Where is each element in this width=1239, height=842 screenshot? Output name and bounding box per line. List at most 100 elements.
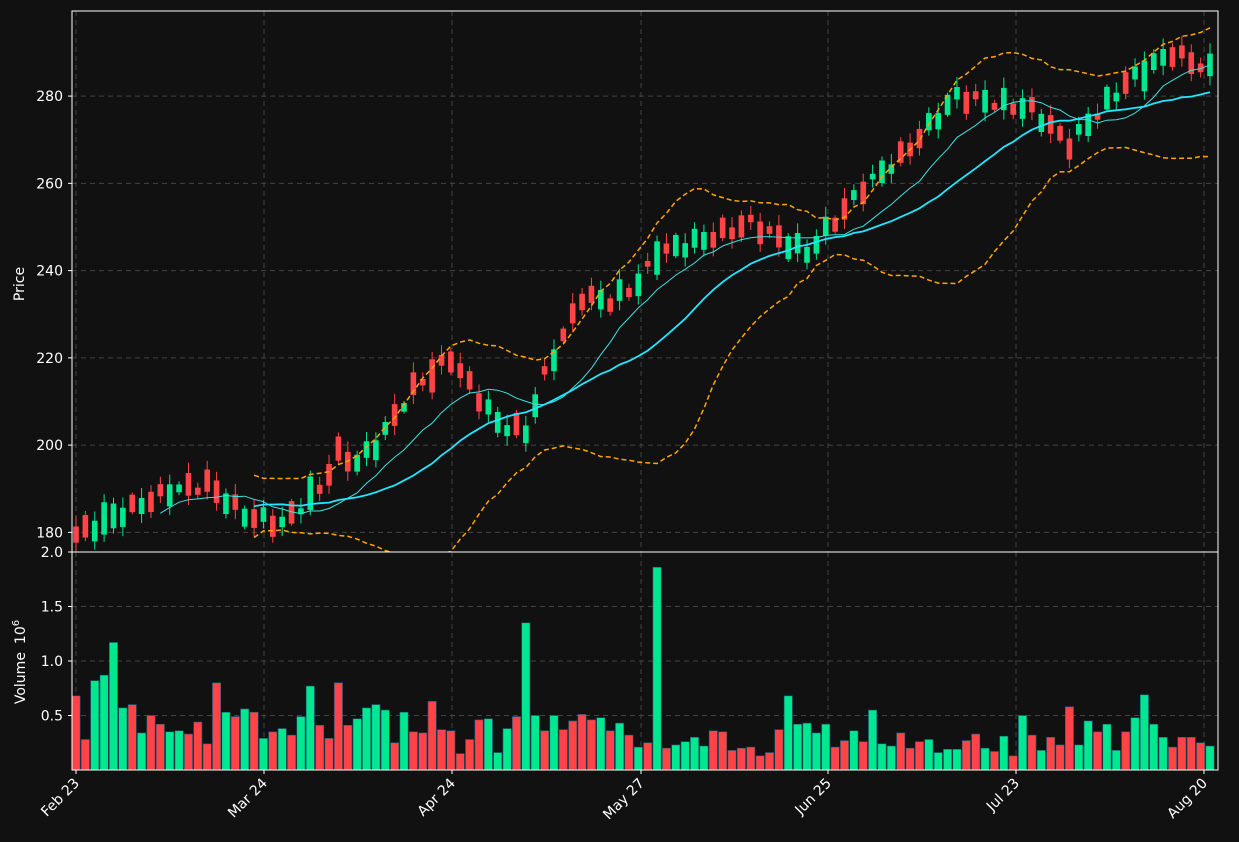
volume-bar (943, 748, 953, 770)
volume-bar (961, 740, 971, 770)
candle-body (307, 476, 314, 510)
volume-bar (362, 707, 371, 770)
volume-bar (1093, 731, 1102, 770)
candle-body (185, 473, 192, 496)
volume-bar (1121, 731, 1131, 770)
volume-bar (146, 715, 156, 770)
volume-bar (643, 742, 653, 770)
candle-body (851, 190, 857, 201)
candle-body (804, 246, 810, 263)
volume-bar (821, 723, 831, 770)
candle-body (335, 436, 342, 461)
candle-body (73, 526, 79, 543)
candle-body (569, 303, 576, 324)
volume-bar (493, 752, 503, 770)
candle-body (991, 102, 998, 110)
volume-bar (455, 753, 465, 770)
volume-bar (1149, 723, 1159, 770)
candle-body (1179, 45, 1185, 59)
moving-average-slow (253, 91, 1211, 508)
volume-bar (174, 730, 184, 770)
price-axis: 180 200 220 240 260 280 (36, 89, 72, 541)
volume-bar (577, 714, 587, 770)
volume-axis-label: Volume106 (11, 620, 29, 704)
volume-plot (72, 566, 1215, 770)
candle-body (701, 232, 707, 250)
volume-bar (371, 704, 381, 770)
volume-bar (980, 747, 990, 770)
volume-tick-label: 0.5 (41, 709, 63, 725)
candle-body (504, 425, 510, 437)
volume-bar (905, 747, 915, 770)
candle-body (494, 411, 501, 433)
volume-bar (755, 755, 765, 770)
price-tick-label: 240 (36, 264, 63, 280)
candle-body (438, 354, 445, 366)
candle-body (157, 484, 164, 497)
price-tick-label: 200 (36, 438, 63, 454)
candle-body (354, 454, 360, 472)
candle-body (747, 214, 754, 223)
volume-bar (540, 730, 550, 770)
volume-bar (971, 733, 981, 770)
candle-body (654, 241, 660, 275)
volume-bar (80, 739, 90, 770)
volume-bar (1186, 736, 1196, 770)
volume-bar (193, 721, 203, 770)
volume-tick-label: 1.5 (41, 600, 63, 616)
volume-bar (990, 751, 999, 770)
candle-body (832, 217, 838, 232)
candle-body (148, 491, 154, 513)
candle-body (916, 128, 923, 149)
candle-body (1169, 47, 1176, 67)
volume-bar (1158, 736, 1168, 770)
volume-bar (633, 746, 643, 770)
candle-body (363, 441, 370, 458)
candle-body (672, 235, 679, 257)
volume-bar (793, 723, 803, 770)
candle-body (1197, 63, 1204, 73)
price-axis-label: Price (12, 267, 28, 301)
candle-body (232, 494, 239, 510)
volume-bar (230, 716, 240, 770)
price-tick-label: 180 (36, 525, 63, 541)
volume-bar (774, 729, 784, 770)
candle-body (298, 508, 304, 515)
candle-body (1150, 53, 1157, 71)
volume-bar (568, 720, 578, 770)
candle-body (241, 508, 248, 527)
volume-bar (202, 743, 212, 770)
candle-body (607, 298, 614, 312)
candle-body (1160, 48, 1166, 66)
volume-bar (408, 731, 418, 770)
volume-bar (952, 748, 962, 770)
candle-body (560, 328, 567, 342)
candle-body (204, 469, 211, 492)
volume-bar (399, 711, 409, 770)
volume-bar (999, 735, 1009, 770)
volume-bar (118, 707, 128, 770)
candle-body (719, 217, 726, 239)
moving-average-fast (160, 64, 1211, 515)
candle-body (813, 235, 820, 254)
candle-body (1122, 72, 1129, 94)
candle-body (223, 493, 229, 515)
candle-body (841, 198, 848, 220)
volume-bar (877, 743, 887, 770)
volume-bar (736, 747, 746, 770)
volume-bar (249, 711, 259, 770)
candle-body (326, 463, 332, 486)
candle-body (466, 371, 473, 390)
candle-body (626, 287, 632, 298)
candle-body (82, 515, 89, 538)
candle-body (1141, 60, 1148, 92)
volume-bar (746, 746, 756, 770)
volume-bar (915, 741, 924, 770)
candle-body (785, 236, 792, 260)
volume-bar (708, 730, 718, 770)
price-tick-label: 220 (36, 351, 63, 367)
volume-bar (868, 709, 878, 770)
volume-bar (184, 733, 193, 770)
candle-body (513, 412, 520, 436)
